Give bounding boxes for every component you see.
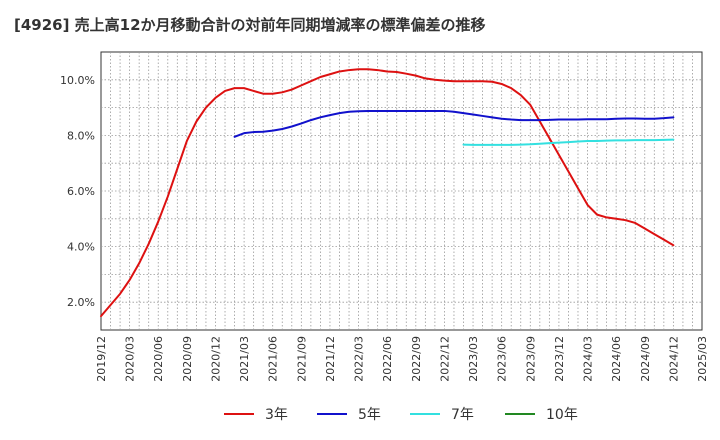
x-tick-label: 2021/03 bbox=[238, 336, 251, 382]
legend-label: 7年 bbox=[451, 407, 474, 423]
y-tick-label: 8.0% bbox=[67, 129, 95, 142]
y-axis: 2.0% 4.0% 6.0% 8.0% 10.0% bbox=[60, 74, 95, 309]
y-tick-label: 10.0% bbox=[60, 74, 95, 87]
x-axis: 2019/12 2020/03 2020/06 2020/09 2020/12 2021/… bbox=[95, 336, 709, 382]
series-line-3年 bbox=[100, 68, 675, 318]
x-tick-label: 2021/12 bbox=[324, 336, 337, 382]
series-lines bbox=[100, 68, 675, 318]
chart-title: [4926] 売上高12か月移動合計の対前年同期増減率の標準偏差の推移 bbox=[14, 16, 486, 34]
x-tick-label: 2024/12 bbox=[667, 336, 680, 382]
y-tick-label: 2.0% bbox=[67, 296, 95, 309]
x-tick-label: 2023/06 bbox=[496, 336, 509, 382]
grid bbox=[101, 52, 702, 330]
x-tick-label: 2019/12 bbox=[95, 336, 108, 382]
legend-label: 10年 bbox=[546, 407, 578, 423]
x-tick-label: 2021/06 bbox=[267, 336, 280, 382]
x-tick-label: 2025/03 bbox=[696, 336, 709, 382]
x-tick-label: 2024/03 bbox=[582, 336, 595, 382]
x-tick-label: 2022/12 bbox=[438, 336, 451, 382]
x-tick-label: 2020/03 bbox=[124, 336, 137, 382]
x-tick-label: 2020/09 bbox=[181, 336, 194, 382]
x-tick-label: 2020/06 bbox=[152, 336, 165, 382]
x-tick-label: 2020/12 bbox=[209, 336, 222, 382]
x-tick-label: 2024/06 bbox=[610, 336, 623, 382]
plot-area bbox=[100, 51, 703, 331]
series-line-7年 bbox=[462, 138, 675, 146]
y-tick-label: 6.0% bbox=[67, 185, 95, 198]
x-tick-label: 2024/09 bbox=[639, 336, 652, 382]
legend-label: 3年 bbox=[265, 407, 288, 423]
legend-label: 5年 bbox=[358, 407, 381, 423]
series-line-5年 bbox=[233, 109, 675, 138]
legend: 3年 5年 7年 10年 bbox=[224, 407, 578, 423]
x-tick-label: 2022/09 bbox=[410, 336, 423, 382]
x-tick-label: 2023/03 bbox=[467, 336, 480, 382]
x-tick-label: 2021/09 bbox=[295, 336, 308, 382]
y-tick-label: 4.0% bbox=[67, 241, 95, 254]
x-tick-label: 2022/06 bbox=[381, 336, 394, 382]
x-tick-label: 2023/09 bbox=[524, 336, 537, 382]
x-tick-label: 2022/03 bbox=[353, 336, 366, 382]
x-tick-label: 2023/12 bbox=[553, 336, 566, 382]
